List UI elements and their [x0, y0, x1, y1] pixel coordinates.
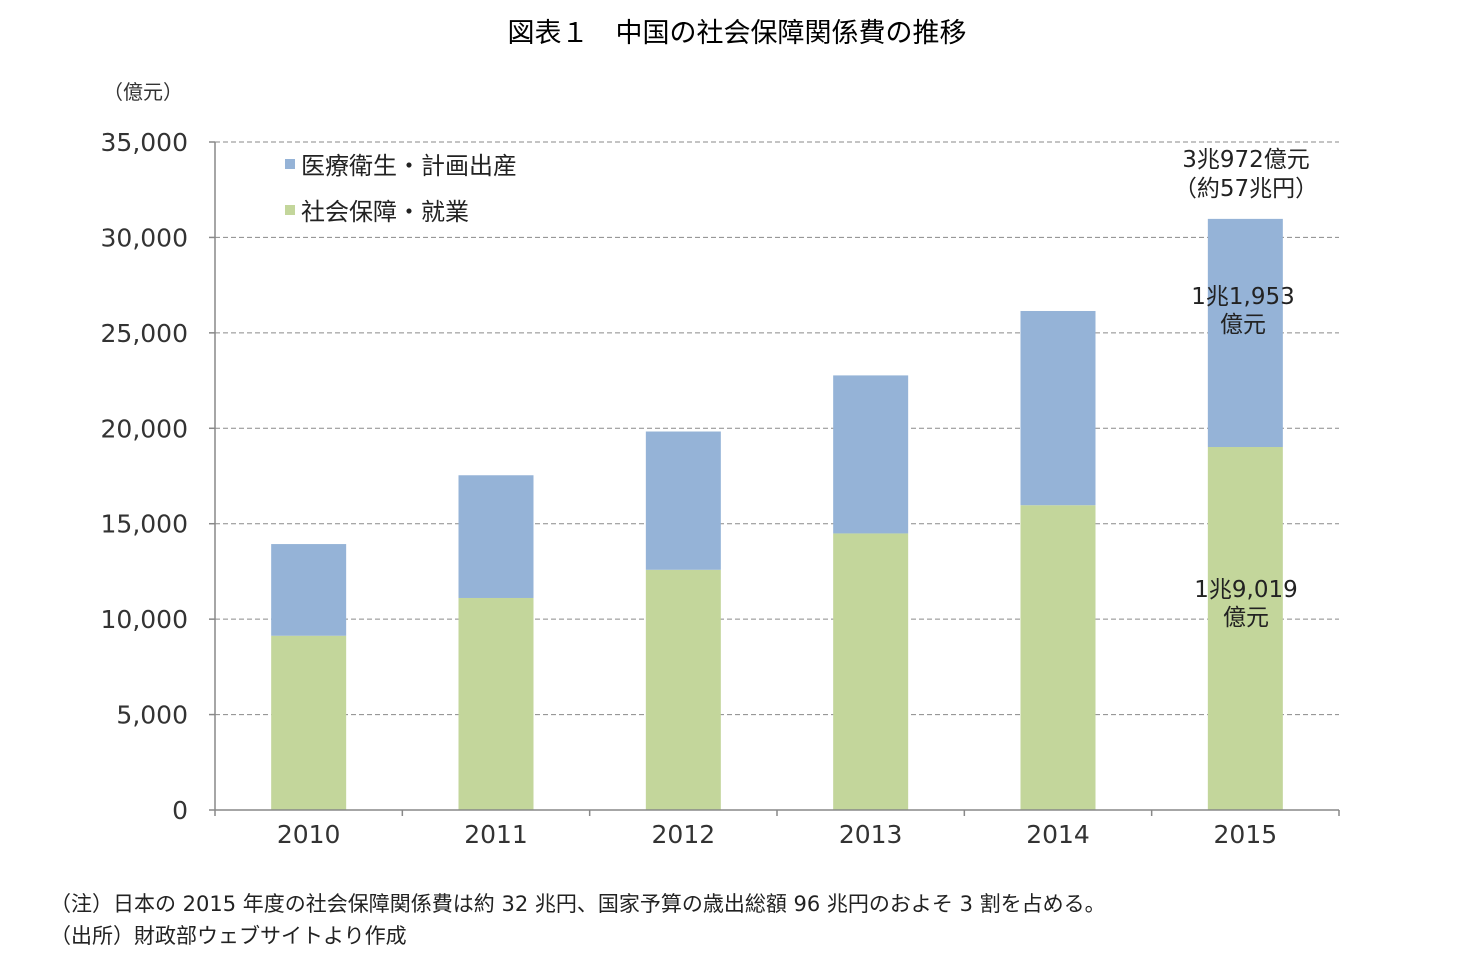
bar-social-security-2015 [1207, 447, 1283, 810]
x-tick-label: 2013 [839, 820, 903, 849]
bar-health-2014 [1020, 310, 1096, 506]
annotation-total-line1: 3兆972億元 [1182, 147, 1310, 173]
legend-label-social: 社会保障・就業 [301, 198, 469, 226]
x-tick-label: 2014 [1026, 820, 1090, 849]
bar-social-security-2013 [833, 533, 909, 810]
legend-swatch-health [285, 159, 295, 169]
footnote-source: （出所）財政部ウェブサイトより作成 [50, 924, 407, 948]
x-tick-label: 2015 [1214, 820, 1278, 849]
chart-title: 図表１ 中国の社会保障関係費の推移 [508, 18, 967, 49]
y-tick-label: 0 [172, 796, 188, 825]
x-tick-label: 2011 [464, 820, 528, 849]
bar-health-2015 [1207, 218, 1283, 448]
y-tick-label: 10,000 [101, 605, 188, 634]
bar-health-2012 [645, 431, 721, 570]
annotation-social-line1: 1兆9,019 [1194, 577, 1297, 603]
bar-health-2013 [833, 375, 909, 534]
legend-swatch-social [285, 205, 295, 215]
bar-social-security-2012 [645, 569, 721, 810]
x-tick-label: 2010 [277, 820, 341, 849]
x-tick-label: 2012 [652, 820, 716, 849]
y-tick-label: 5,000 [116, 701, 188, 730]
y-tick-label: 20,000 [101, 414, 188, 443]
y-tick-label: 25,000 [101, 319, 188, 348]
annotation-health-line2: 億元 [1220, 312, 1266, 338]
y-tick-label: 35,000 [101, 128, 188, 157]
footnote-note: （注）日本の 2015 年度の社会保障関係費は約 32 兆円、国家予算の歳出総額… [50, 892, 1106, 916]
bar-social-security-2014 [1020, 505, 1096, 810]
annotation-total-line2: （約57兆円） [1174, 176, 1318, 202]
y-unit-label: （億元） [103, 80, 183, 104]
bar-social-security-2010 [271, 635, 347, 810]
bar-health-2011 [458, 475, 534, 598]
bar-health-2010 [271, 544, 347, 636]
bar-social-security-2011 [458, 597, 534, 810]
annotation-social-line2: 億元 [1223, 605, 1269, 631]
legend-label-health: 医療衛生・計画出産 [301, 152, 517, 180]
y-tick-label: 15,000 [101, 510, 188, 539]
y-tick-label: 30,000 [101, 223, 188, 252]
annotation-health-line1: 1兆1,953 [1191, 284, 1294, 310]
